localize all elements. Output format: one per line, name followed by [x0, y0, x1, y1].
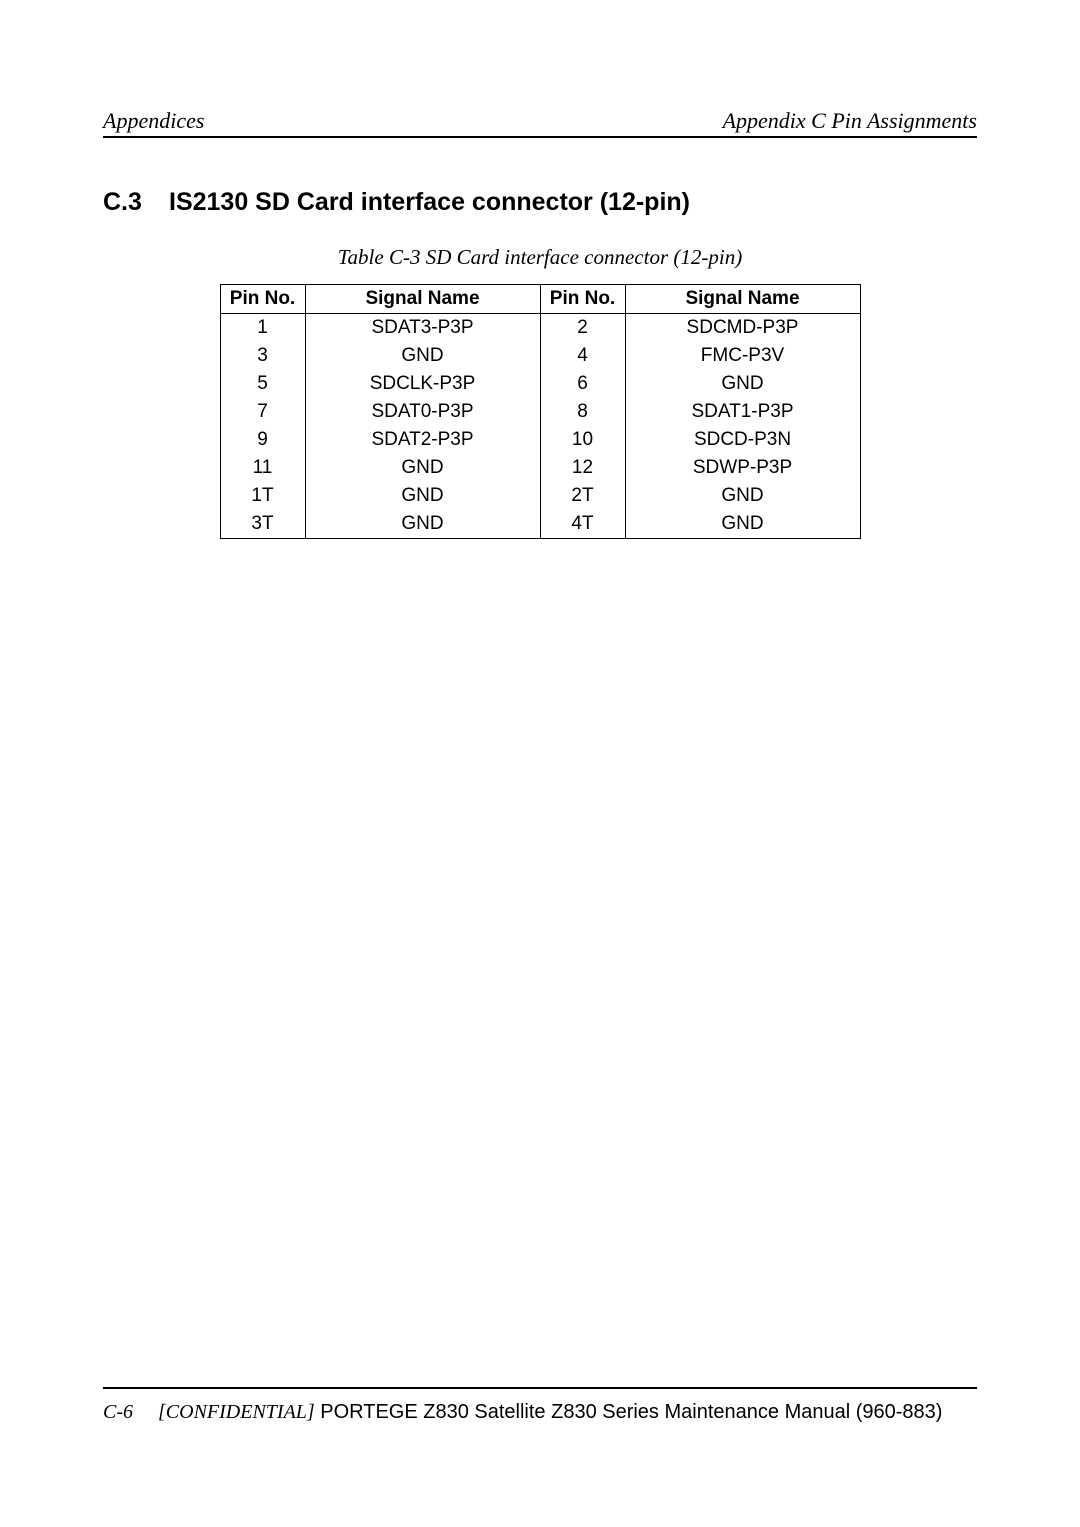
- table-cell: 7: [220, 398, 305, 426]
- section-title-text: IS2130 SD Card interface connector (12-p…: [169, 188, 690, 216]
- table-row: 9 SDAT2-P3P 10 SDCD-P3N: [220, 426, 860, 454]
- table-cell: 2T: [540, 482, 625, 510]
- pin-assignment-table: Pin No. Signal Name Pin No. Signal Name …: [220, 284, 861, 539]
- table-row: 3 GND 4 FMC-P3V: [220, 342, 860, 370]
- table-cell: 3: [220, 342, 305, 370]
- page-footer: C-6 [CONFIDENTIAL] PORTEGE Z830 Satellit…: [103, 1387, 977, 1424]
- table-cell: GND: [305, 482, 540, 510]
- page-content: Appendices Appendix C Pin Assignments C.…: [103, 103, 977, 1424]
- table-caption: Table C-3 SD Card interface connector (1…: [103, 245, 977, 270]
- table-cell: 4: [540, 342, 625, 370]
- page-header: Appendices Appendix C Pin Assignments: [103, 108, 977, 138]
- table-cell: FMC-P3V: [625, 342, 860, 370]
- table-cell: 2: [540, 314, 625, 343]
- table-cell: 6: [540, 370, 625, 398]
- table-cell: GND: [625, 482, 860, 510]
- table-header: Signal Name: [305, 285, 540, 314]
- table-row: 7 SDAT0-P3P 8 SDAT1-P3P: [220, 398, 860, 426]
- section-number: C.3: [103, 188, 169, 217]
- table-header: Pin No.: [220, 285, 305, 314]
- table-cell: SDAT2-P3P: [305, 426, 540, 454]
- footer-page-number: C-6: [103, 1401, 153, 1424]
- table-cell: 9: [220, 426, 305, 454]
- table-row: 1 SDAT3-P3P 2 SDCMD-P3P: [220, 314, 860, 343]
- table-header: Signal Name: [625, 285, 860, 314]
- table-cell: GND: [625, 510, 860, 539]
- table-cell: SDWP-P3P: [625, 454, 860, 482]
- table-row: 5 SDCLK-P3P 6 GND: [220, 370, 860, 398]
- table-cell: 1T: [220, 482, 305, 510]
- table-header: Pin No.: [540, 285, 625, 314]
- footer-manual-title: PORTEGE Z830 Satellite Z830 Series Maint…: [315, 1401, 943, 1423]
- table-cell: 1: [220, 314, 305, 343]
- table-cell: GND: [305, 510, 540, 539]
- table-cell: 10: [540, 426, 625, 454]
- table-cell: 11: [220, 454, 305, 482]
- table-cell: SDCMD-P3P: [625, 314, 860, 343]
- table-row: 3T GND 4T GND: [220, 510, 860, 539]
- table-cell: SDCD-P3N: [625, 426, 860, 454]
- table-row: 11 GND 12 SDWP-P3P: [220, 454, 860, 482]
- table-cell: 4T: [540, 510, 625, 539]
- table-header-row: Pin No. Signal Name Pin No. Signal Name: [220, 285, 860, 314]
- table-row: 1T GND 2T GND: [220, 482, 860, 510]
- table-cell: SDCLK-P3P: [305, 370, 540, 398]
- table-cell: SDAT1-P3P: [625, 398, 860, 426]
- table-cell: GND: [305, 454, 540, 482]
- table-cell: 3T: [220, 510, 305, 539]
- table-cell: GND: [305, 342, 540, 370]
- header-left: Appendices: [103, 108, 204, 134]
- table-cell: SDAT0-P3P: [305, 398, 540, 426]
- table-cell: GND: [625, 370, 860, 398]
- footer-confidential: [CONFIDENTIAL]: [158, 1401, 315, 1423]
- table-cell: 5: [220, 370, 305, 398]
- table-cell: 8: [540, 398, 625, 426]
- table-cell: SDAT3-P3P: [305, 314, 540, 343]
- header-right: Appendix C Pin Assignments: [723, 108, 977, 134]
- table-cell: 12: [540, 454, 625, 482]
- section-heading: C.3IS2130 SD Card interface connector (1…: [103, 188, 977, 217]
